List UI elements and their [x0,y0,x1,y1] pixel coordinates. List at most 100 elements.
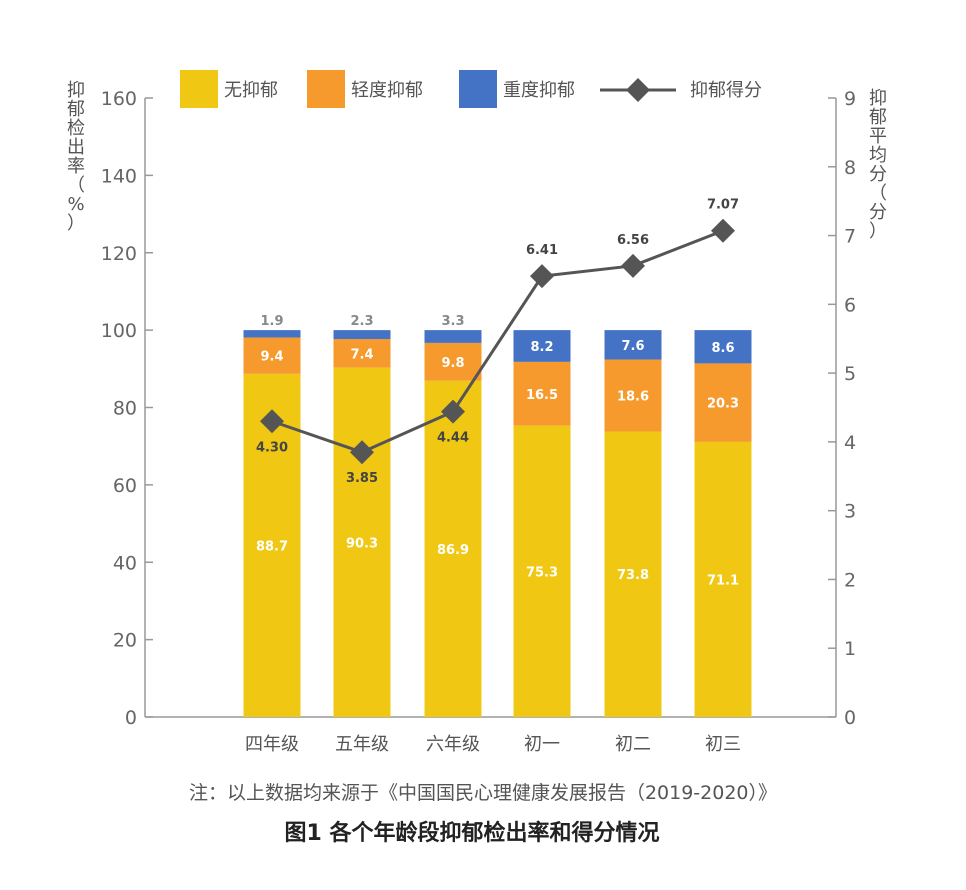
bar-segment [513,330,571,362]
axis-title-char: 均 [869,145,887,166]
category-label: 四年级 [245,734,299,755]
bar-value-label: 20.3 [707,397,739,412]
bar-value-label: 7.4 [350,347,373,362]
right-tick-label: 7 [844,226,856,248]
axis-title-char: 率 [67,156,85,177]
bar-value-label: 71.1 [707,573,739,588]
bar-segment [604,431,662,717]
legend-label: 重度抑郁 [503,80,575,101]
bar-segment [333,367,391,717]
left-tick-label: 140 [101,165,137,187]
left-tick-label: 20 [113,630,137,652]
bar-value-label: 88.7 [256,539,288,554]
score-marker [530,264,554,289]
score-marker [441,399,465,424]
score-value-label: 4.30 [256,440,288,455]
right-tick-label: 4 [844,432,856,454]
score-value-label: 6.41 [526,243,558,258]
score-value-label: 7.07 [707,198,739,213]
score-value-label: 6.56 [617,233,649,248]
left-tick-label: 0 [125,707,137,729]
right-tick-label: 3 [844,501,856,523]
right-tick-label: 6 [844,294,856,316]
legend: 无抑郁 轻度抑郁 重度抑郁 抑郁得分 [180,70,762,108]
score-value-label: 3.85 [346,471,378,486]
left-tick-label: 80 [113,398,137,420]
right-tick-label: 0 [844,707,856,729]
bar-segment [424,380,482,717]
bar-segment [243,337,301,374]
legend-diamond-icon [626,78,650,102]
category-label: 初一 [524,734,560,755]
bar-value-label: 9.8 [441,356,464,371]
bar-segment [243,330,301,338]
score-line [260,218,735,465]
bar-value-label: 18.6 [617,390,649,405]
axis-title-char: 抑 [67,80,85,101]
right-tick-label: 9 [844,88,856,110]
right-tick-label: 2 [844,569,856,591]
axis-title-char: 出 [67,137,85,158]
score-value-label: 4.44 [437,431,469,446]
score-marker [711,218,735,243]
bar-segment [694,330,752,364]
left-tick-label: 60 [113,475,137,497]
bar-value-label: 9.4 [260,350,283,365]
axis-title-char: ） [67,213,85,234]
legend-swatch [307,70,345,108]
legend-swatch [459,70,497,108]
bar-value-label: 8.2 [530,340,553,355]
bar-segment [694,441,752,717]
right-axis-title: 抑郁平均分（分） [869,88,887,242]
axis-title-char: 平 [869,126,887,147]
bar-value-label: 7.6 [621,339,644,354]
bar-segment [513,361,571,426]
left-tick-label: 100 [101,320,137,342]
category-label: 六年级 [426,734,480,755]
axis-title-char: 检 [67,118,85,139]
axis-title-char: 分 [869,202,887,223]
score-marker [621,253,645,278]
source-note: 注：以上数据均来源于《中国国民心理健康发展报告（2019-2020）》 [189,782,777,804]
bar-value-label: 8.6 [711,341,734,356]
axis-title-char: ） [869,221,887,242]
data-labels: 88.7 9.4 1.9 90.3 7.4 2.3 86.9 9.8 3.3 75.3 16.5 8.… [256,198,739,589]
right-tick-label: 5 [844,363,856,385]
left-tick-label: 120 [101,243,137,265]
left-tick-label: 160 [101,88,137,110]
category-label: 五年级 [335,734,389,755]
bar-value-label: 3.3 [441,314,464,329]
bar-segment [333,339,391,368]
axis-title-char: 分 [869,164,887,185]
bar-value-label: 90.3 [346,536,378,551]
axis-title-char: （ [67,175,85,196]
bars [243,330,752,717]
bar-segment [424,330,482,343]
right-tick-label: 8 [844,157,856,179]
axis-title-char: % [67,194,84,215]
category-label: 初三 [705,734,741,755]
legend-swatch [180,70,218,108]
left-axis-title: 抑郁检出率（%） [67,80,85,234]
axis-title-char: （ [869,183,887,204]
axis-title-char: 抑 [869,88,887,109]
right-tick-label: 1 [844,638,856,660]
bar-value-label: 73.8 [617,568,649,583]
bar-value-label: 86.9 [437,543,469,558]
bar-value-label: 2.3 [350,314,373,329]
axis-title-char: 郁 [67,99,85,120]
bar-segment [333,330,391,340]
bar-segment [513,425,571,717]
left-tick-label: 40 [113,552,137,574]
chart-title: 图1 各个年龄段抑郁检出率和得分情况 [285,820,660,846]
bar-segment [694,363,752,442]
category-label: 初二 [615,734,651,755]
score-line-path [271,229,724,454]
bar-segment [424,342,482,381]
score-marker [350,440,374,465]
bar-segment [604,359,662,432]
axis-title-char: 郁 [869,107,887,128]
bar-value-label: 75.3 [526,565,558,580]
legend-label: 轻度抑郁 [351,80,423,101]
